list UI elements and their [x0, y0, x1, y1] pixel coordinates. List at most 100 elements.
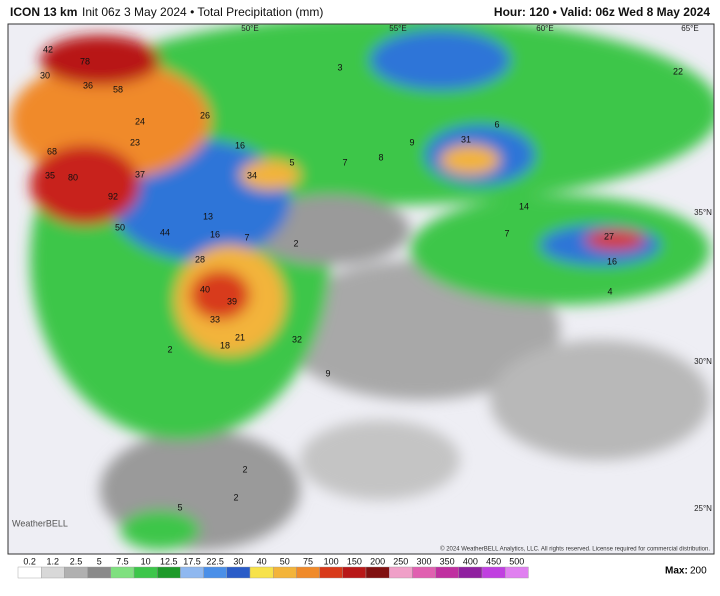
map-value: 16 [235, 140, 245, 150]
colorbar-swatch [273, 566, 297, 579]
colorbar-swatch [342, 566, 367, 579]
map-value: 26 [200, 110, 210, 120]
colorbar-swatch [505, 566, 529, 579]
map-value: 68 [47, 146, 57, 156]
run-info: Init 06z 3 May 2024 • Total Precipitatio… [82, 5, 323, 19]
colorbar-swatch [249, 566, 274, 579]
colorbar-label: 250 [393, 556, 408, 566]
map-value: 2 [242, 464, 247, 474]
map-value: 22 [673, 66, 683, 76]
map-value: 31 [461, 134, 471, 144]
colorbar-swatch [412, 566, 436, 579]
colorbar-label: 1.2 [47, 556, 60, 566]
colorbar-label: 75 [303, 556, 313, 566]
colorbar-swatch [110, 566, 135, 579]
colorbar-swatch [481, 566, 506, 579]
colorbar-label: 450 [486, 556, 501, 566]
colorbar-swatch [226, 566, 251, 579]
colorbar-swatch [133, 566, 158, 579]
dynamic: 50°E 55°E 60°E 65°E35°N30°N25°N427830583624… [17, 24, 712, 579]
map-value: 9 [409, 137, 414, 147]
map-value: 35 [45, 170, 55, 180]
map-value: 23 [130, 137, 140, 147]
colorbar-label: 7.5 [116, 556, 129, 566]
map-value: 28 [195, 254, 205, 264]
map-value: 6 [494, 119, 499, 129]
colorbar-swatch [41, 566, 65, 579]
colorbar-label: 22.5 [206, 556, 224, 566]
map-value: 40 [200, 284, 210, 294]
colorbar-swatch [319, 566, 344, 579]
colorbar-swatch [180, 566, 204, 579]
logo: WeatherBELL [12, 518, 68, 528]
map-value: 42 [43, 44, 53, 54]
colorbar-label: 5 [97, 556, 102, 566]
max-value: 200 [690, 566, 707, 577]
colorbar-swatch [458, 566, 483, 579]
colorbar-swatch [156, 566, 181, 579]
map-value: 4 [607, 286, 612, 296]
map-value: 44 [160, 227, 170, 237]
map-value: 33 [210, 314, 220, 324]
colorbar-swatch [203, 566, 228, 579]
map-value: 34 [247, 170, 257, 180]
colorbar-swatch [64, 566, 88, 579]
geo-label: 55°E [389, 24, 406, 33]
map-value: 3 [337, 62, 342, 72]
colorbar-label: 12.5 [160, 556, 178, 566]
colorbar-label: 10 [141, 556, 151, 566]
valid-time: Hour: 120 • Valid: 06z Wed 8 May 2024 [494, 5, 710, 19]
geo-label: 30°N [694, 357, 712, 366]
colorbar-label: 350 [440, 556, 455, 566]
map-frame [7, 23, 715, 555]
map-value: 21 [235, 332, 245, 342]
map-value: 30 [40, 70, 50, 80]
map-value: 13 [203, 211, 213, 221]
geo-label: 50°E [241, 24, 258, 33]
map-value: 58 [113, 84, 123, 94]
colorbar-label: 200 [370, 556, 385, 566]
colorbar-swatch [87, 566, 111, 579]
geo-label: 25°N [694, 504, 712, 513]
map-value: 27 [604, 231, 614, 241]
geo-label: 65°E [681, 24, 698, 33]
colorbar-label: 150 [347, 556, 362, 566]
map-value: 7 [244, 232, 249, 242]
colorbar-swatch [17, 566, 42, 579]
colorbar-swatch [389, 566, 413, 579]
colorbar-label: 300 [416, 556, 431, 566]
map-value: 2 [167, 344, 172, 354]
copyright: © 2024 WeatherBELL Analytics, LLC. All r… [440, 546, 710, 553]
colorbar-label: 2.5 [70, 556, 83, 566]
colorbar-label: 30 [233, 556, 243, 566]
colorbar-label: 100 [324, 556, 339, 566]
map-value: 7 [504, 228, 509, 238]
colorbar-label: 40 [257, 556, 267, 566]
map-value: 80 [68, 172, 78, 182]
colorbar-swatch [435, 566, 460, 579]
map-value: 50 [115, 222, 125, 232]
colorbar-label: 500 [509, 556, 524, 566]
geo-label: 35°N [694, 208, 712, 217]
colorbar-label: 0.2 [23, 556, 36, 566]
map-value: 92 [108, 191, 118, 201]
map-value: 14 [519, 201, 529, 211]
map-value: 78 [80, 56, 90, 66]
geo-label: 60°E [536, 24, 553, 33]
colorbar-swatch [365, 566, 390, 579]
map-value: 37 [135, 169, 145, 179]
model-name: ICON 13 km [10, 5, 77, 19]
precip-map [8, 24, 714, 554]
map-value: 36 [83, 80, 93, 90]
map-value: 39 [227, 296, 237, 306]
map-value: 8 [378, 152, 383, 162]
map-value: 16 [210, 229, 220, 239]
colorbar-swatch [296, 566, 320, 579]
map-value: 2 [293, 238, 298, 248]
colorbar-label: 17.5 [183, 556, 201, 566]
map-value: 32 [292, 334, 302, 344]
colorbar-label: 50 [280, 556, 290, 566]
max-label: Max: [665, 566, 688, 577]
map-value: 7 [342, 157, 347, 167]
